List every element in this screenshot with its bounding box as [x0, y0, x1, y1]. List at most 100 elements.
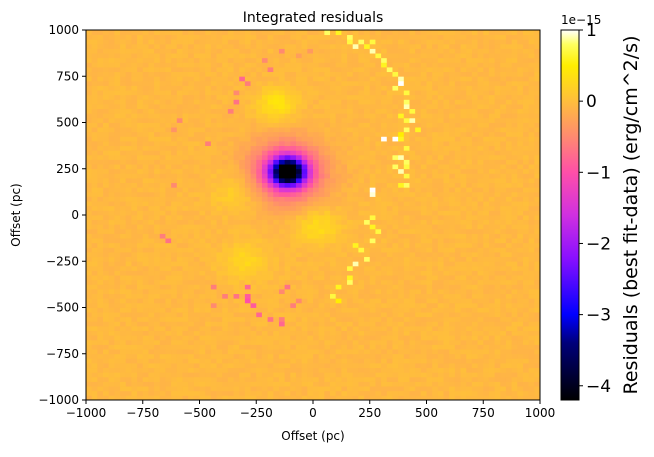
heatmap-cell — [483, 358, 490, 364]
heatmap-cell — [324, 127, 331, 133]
heatmap-cell — [369, 275, 376, 281]
heatmap-cell — [261, 122, 268, 128]
heatmap-cell — [273, 154, 280, 160]
heatmap-cell — [171, 228, 178, 234]
heatmap-cell — [409, 372, 416, 378]
heatmap-cell — [437, 182, 444, 188]
heatmap-cell — [454, 187, 461, 193]
heatmap-cell — [182, 127, 189, 133]
heatmap-cell — [91, 145, 98, 151]
heatmap-cell — [165, 256, 172, 262]
heatmap-cell — [239, 145, 246, 151]
heatmap-cell — [199, 395, 206, 401]
heatmap-cell — [483, 247, 490, 253]
heatmap-cell — [295, 372, 303, 378]
heatmap-cell — [307, 182, 314, 188]
heatmap-cell — [210, 141, 217, 147]
heatmap-cell — [273, 159, 280, 165]
heatmap-cell — [324, 219, 331, 225]
heatmap-cell — [403, 224, 410, 230]
heatmap-cell — [239, 168, 246, 174]
heatmap-cell — [392, 279, 399, 285]
heatmap-cell — [86, 312, 93, 318]
heatmap-cell — [409, 182, 416, 188]
heatmap-cell — [392, 164, 399, 170]
heatmap-cell — [182, 386, 189, 392]
heatmap-cell — [415, 168, 422, 174]
heatmap-cell — [154, 275, 161, 281]
heatmap-cell — [120, 173, 127, 179]
heatmap-cell — [443, 395, 450, 401]
heatmap-cell — [330, 326, 337, 332]
heatmap-cell — [233, 256, 240, 262]
heatmap-cell — [210, 279, 217, 285]
heatmap-cell — [471, 210, 478, 216]
heatmap-cell — [210, 335, 217, 341]
heatmap-cell — [522, 344, 530, 350]
heatmap-cell — [409, 367, 416, 373]
heatmap-cell — [420, 330, 427, 336]
heatmap-cell — [381, 335, 388, 341]
heatmap-cell — [494, 224, 501, 230]
heatmap-cell — [244, 353, 251, 359]
heatmap-cell — [176, 316, 183, 322]
heatmap-cell — [103, 395, 110, 401]
heatmap-cell — [171, 108, 178, 114]
heatmap-cell — [125, 335, 132, 341]
heatmap-cell — [205, 210, 212, 216]
heatmap-cell — [188, 191, 195, 197]
heatmap-cell — [159, 339, 166, 345]
heatmap-cell — [290, 210, 297, 216]
heatmap-cell — [364, 117, 371, 123]
heatmap-cell — [307, 353, 314, 359]
heatmap-cell — [347, 196, 354, 202]
heatmap-cell — [142, 339, 149, 345]
heatmap-cell — [295, 275, 303, 281]
heatmap-cell — [290, 307, 297, 313]
heatmap-cell — [347, 386, 354, 392]
heatmap-cell — [154, 326, 161, 332]
heatmap-cell — [415, 275, 422, 281]
heatmap-cell — [159, 113, 166, 119]
heatmap-cell — [131, 242, 138, 248]
heatmap-cell — [91, 376, 98, 382]
heatmap-cell — [454, 367, 461, 373]
heatmap-cell — [233, 344, 240, 350]
heatmap-cell — [148, 164, 155, 170]
heatmap-cell — [244, 335, 251, 341]
heatmap-cell — [250, 178, 257, 184]
heatmap-cell — [273, 131, 280, 137]
heatmap-cell — [488, 265, 496, 271]
heatmap-cell — [176, 358, 183, 364]
heatmap-cell — [488, 386, 496, 392]
heatmap-cell — [244, 312, 251, 318]
heatmap-cell — [165, 178, 172, 184]
heatmap-cell — [477, 233, 484, 239]
heatmap-cell — [120, 131, 127, 137]
heatmap-cell — [244, 307, 251, 313]
heatmap-cell — [313, 215, 320, 221]
heatmap-cell — [278, 145, 286, 151]
heatmap-cell — [91, 339, 98, 345]
heatmap-cell — [227, 284, 234, 290]
heatmap-cell — [97, 108, 104, 114]
heatmap-cell — [335, 367, 342, 373]
heatmap-cell — [341, 145, 348, 151]
heatmap-cell — [466, 178, 473, 184]
heatmap-cell — [375, 349, 382, 355]
heatmap-cell — [398, 275, 405, 281]
heatmap-cell — [301, 376, 308, 382]
heatmap-cell — [494, 349, 501, 355]
heatmap-cell — [505, 284, 513, 290]
heatmap-cell — [426, 316, 433, 322]
heatmap-cell — [278, 321, 286, 327]
heatmap-cell — [335, 316, 342, 322]
heatmap-cell — [210, 367, 217, 373]
heatmap-cell — [318, 117, 325, 123]
heatmap-cell — [500, 321, 507, 327]
heatmap-cell — [199, 131, 206, 137]
heatmap-cell — [250, 376, 257, 382]
heatmap-cell — [517, 386, 524, 392]
heatmap-cell — [381, 381, 388, 387]
heatmap-cell — [250, 191, 257, 197]
